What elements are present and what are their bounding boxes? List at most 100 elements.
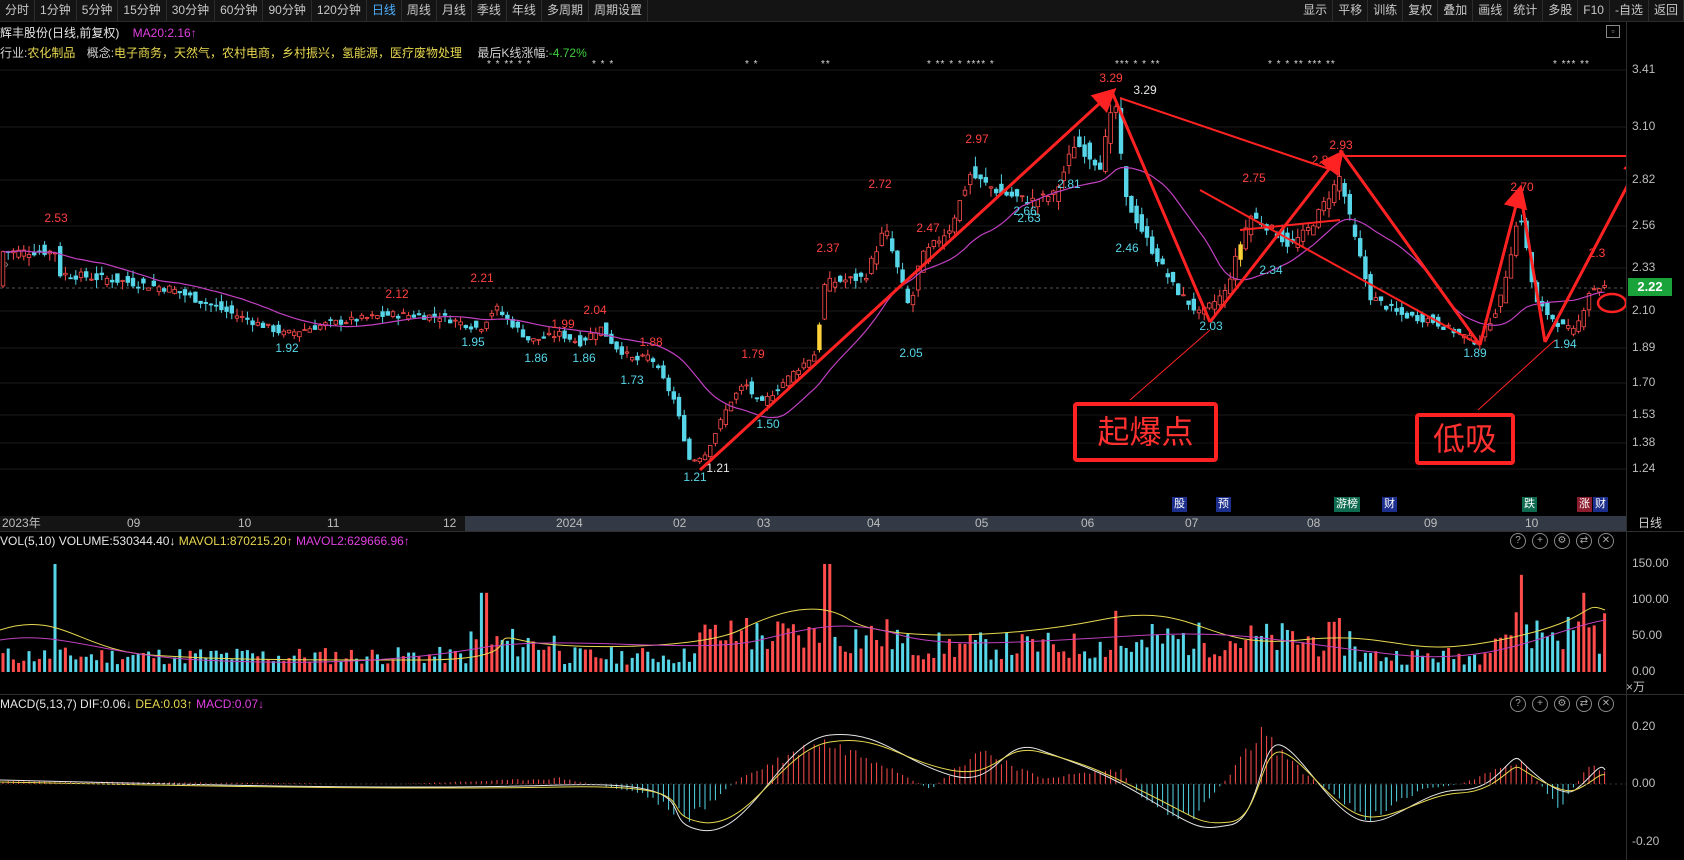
tool-button[interactable]: 画线 [1473, 0, 1509, 21]
close-icon[interactable]: ✕ [1598, 696, 1614, 712]
macd-indicator-name[interactable]: MACD(5,13,7) [0, 697, 77, 711]
settings-icon[interactable]: ⚙ [1554, 696, 1570, 712]
tool-button[interactable]: 平移 [1333, 0, 1369, 21]
close-icon[interactable]: ✕ [1598, 533, 1614, 549]
candle-body [552, 336, 557, 339]
vol-indicator-name[interactable]: VOL(5,10) [0, 534, 56, 548]
event-tag[interactable]: 涨 [1577, 497, 1592, 512]
volume-bar [1389, 660, 1393, 672]
period-tab[interactable]: 日线 [367, 0, 402, 21]
candle-body [380, 311, 385, 317]
volume-bar [1317, 656, 1321, 672]
kline-chart[interactable]: 2.53 1.92 2.12 2.21 1.95 1.86 1.99 1.86 2.04 1.88… [0, 0, 1626, 860]
candle-body [198, 300, 203, 304]
volume-bar [53, 564, 57, 672]
switch-icon[interactable]: ⇄ [1576, 696, 1592, 712]
date-scrollbar[interactable] [0, 516, 1626, 531]
candle-body [827, 277, 832, 292]
candle-body [832, 281, 838, 288]
info-mark-icon[interactable]: *** * * ** [1115, 59, 1161, 70]
candle-body [1134, 205, 1139, 224]
period-tab[interactable]: 月线 [437, 0, 472, 21]
industry-value[interactable]: 农化制品 [27, 46, 76, 60]
candle-body [156, 286, 162, 293]
tool-button[interactable]: -自选 [1610, 0, 1649, 21]
volume-bar [1415, 649, 1419, 672]
candle-body [499, 311, 505, 316]
volume-bar [1311, 637, 1315, 672]
vol-mavol2: MAVOL2:629666.96↑ [296, 534, 410, 548]
price-label: 2.21 [470, 271, 494, 285]
volume-bar [1015, 653, 1019, 672]
event-tag[interactable]: 财 [1382, 497, 1397, 512]
period-tab[interactable]: 季线 [472, 0, 507, 21]
tool-button[interactable]: 返回 [1649, 0, 1684, 21]
event-tag[interactable]: 游榜 [1334, 497, 1360, 512]
volume-bar [843, 651, 847, 672]
period-tab[interactable]: 90分钟 [263, 0, 312, 21]
volume-bar [895, 629, 899, 672]
settings-icon[interactable]: ⚙ [1554, 533, 1570, 549]
event-tag[interactable]: 财 [1593, 497, 1608, 512]
period-tab[interactable]: 1分钟 [35, 0, 77, 21]
volume-bar [1322, 650, 1326, 672]
tool-button[interactable]: 显示 [1298, 0, 1334, 21]
candle-body [375, 315, 380, 319]
event-tag[interactable]: 股 [1172, 497, 1187, 512]
tool-button[interactable]: 训练 [1368, 0, 1404, 21]
event-tag[interactable]: 跌 [1522, 497, 1537, 512]
info-mark-icon[interactable]: * ** * * **** * [927, 59, 995, 70]
candle-body [1061, 171, 1066, 181]
period-tab[interactable]: 多周期 [542, 0, 589, 21]
period-tab[interactable]: 周线 [402, 0, 437, 21]
volume-bar [1010, 654, 1014, 672]
period-label: 日线 [1638, 516, 1663, 530]
period-tab[interactable]: 周期设置 [589, 0, 648, 21]
candle-body [869, 257, 874, 274]
period-tab[interactable]: 30分钟 [167, 0, 216, 21]
industry-info-line: 行业:农化制品 概念:电子商务，天然气，农村电商，乡村振兴，氢能源，医疗废物处理… [0, 44, 587, 62]
info-mark-icon[interactable]: * * * ** *** ** [1268, 59, 1336, 70]
info-mark-icon[interactable]: * * [745, 59, 759, 70]
period-tab[interactable]: 15分钟 [118, 0, 167, 21]
volume-bar [1441, 650, 1445, 672]
period-tab[interactable]: 120分钟 [312, 0, 367, 21]
period-tab[interactable]: 60分钟 [215, 0, 264, 21]
breakout-point-annotation[interactable]: 起爆点 [1073, 402, 1218, 462]
candle-body [42, 244, 47, 255]
info-mark-icon[interactable]: ** [821, 59, 831, 70]
volume-bar [641, 648, 645, 672]
event-tag[interactable]: 预 [1216, 497, 1231, 512]
tool-button[interactable]: 复权 [1403, 0, 1439, 21]
concept-value[interactable]: 电子商务，天然气，农村电商，乡村振兴，氢能源，医疗废物处理 [114, 46, 463, 60]
tool-button[interactable]: F10 [1578, 0, 1610, 21]
drawn-trend-arrows[interactable] [698, 87, 1626, 472]
candle-body [291, 331, 297, 336]
stock-name[interactable]: 辉丰股份(日线,前复权) [0, 26, 120, 40]
candle-body [1550, 314, 1555, 320]
info-mark-icon[interactable]: * * ** * * [487, 59, 532, 70]
period-tab[interactable]: 年线 [507, 0, 542, 21]
help-icon[interactable]: ? [1510, 533, 1526, 549]
period-tab[interactable]: 分时 [0, 0, 36, 21]
price-tick: 1.38 [1632, 435, 1656, 449]
switch-icon[interactable]: ⇄ [1576, 533, 1592, 549]
info-mark-icon[interactable]: * * * [592, 59, 615, 70]
help-icon[interactable]: ? [1510, 696, 1526, 712]
volume-bar [464, 663, 468, 672]
volume-bar [1582, 592, 1586, 672]
zoom-icon[interactable]: + [1532, 533, 1548, 549]
tool-button[interactable]: 叠加 [1438, 0, 1474, 21]
date-range-thumb[interactable] [465, 516, 1626, 531]
tool-button[interactable]: 多股 [1543, 0, 1579, 21]
low-buy-annotation[interactable]: 低吸 [1415, 413, 1515, 465]
candle-body [1332, 184, 1337, 203]
expand-icon[interactable]: » [2, 257, 9, 271]
chart-settings-icon[interactable]: ▫ [1606, 25, 1620, 38]
zoom-icon[interactable]: + [1532, 696, 1548, 712]
volume-bar [11, 659, 15, 672]
period-tab[interactable]: 5分钟 [77, 0, 119, 21]
tool-button[interactable]: 统计 [1508, 0, 1544, 21]
info-mark-icon[interactable]: * *** ** [1553, 59, 1590, 70]
volume-bar [677, 662, 681, 672]
